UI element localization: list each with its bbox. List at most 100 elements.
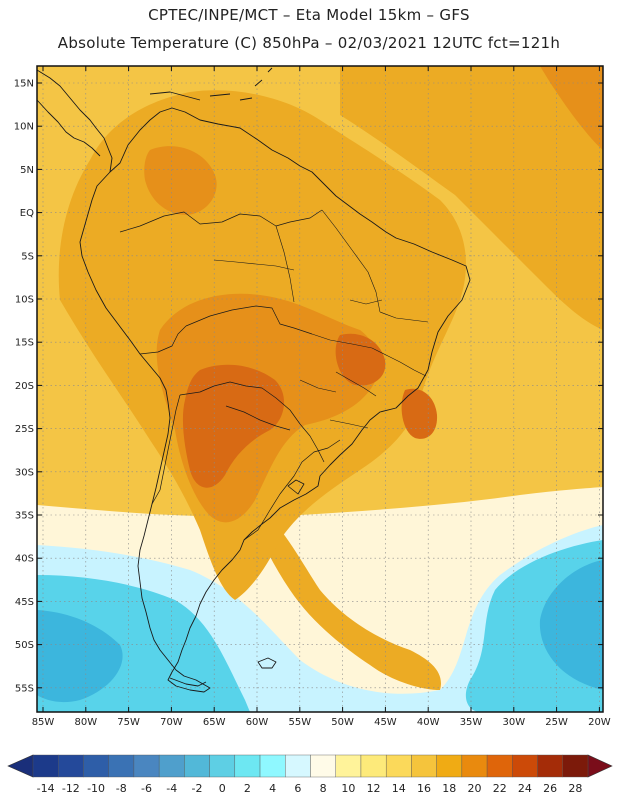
colorbar-swatch	[133, 754, 160, 778]
map-title-line2: Absolute Temperature (C) 850hPa – 02/03/…	[57, 34, 561, 52]
colorbar-label: 10	[341, 782, 355, 795]
colorbar-swatch	[32, 754, 59, 778]
lon-label: 70W	[160, 717, 183, 728]
orange-northeast-sea	[540, 66, 603, 150]
map-frame	[36, 65, 604, 713]
colorbar-swatch	[512, 754, 538, 778]
lat-label: 45S	[15, 597, 34, 608]
warm-atlantic-north	[340, 66, 603, 330]
colorbar-swatch	[209, 754, 236, 778]
colorbar-swatch	[411, 754, 437, 778]
lon-label: 85W	[32, 717, 55, 728]
colorbar-label: 4	[269, 782, 276, 795]
lon-label: 60W	[246, 717, 269, 728]
lat-label: 25S	[15, 424, 34, 435]
orange-northwest	[144, 146, 217, 215]
lon-label: 55W	[288, 717, 311, 728]
lon-label: 75W	[117, 717, 140, 728]
colorbar-label: -8	[116, 782, 127, 795]
lat-label: 20S	[15, 381, 34, 392]
lat-label: 55S	[15, 683, 34, 694]
cold-core-west	[37, 610, 123, 703]
colorbar-label: -12	[62, 782, 80, 795]
colorbar-swatch	[83, 754, 109, 778]
colorbar-label: 6	[294, 782, 301, 795]
colorbar-label: -10	[87, 782, 105, 795]
border-states	[213, 209, 429, 429]
colorbar-label: 12	[367, 782, 381, 795]
central-america-coast	[36, 69, 113, 173]
colorbar-swatch	[486, 754, 513, 778]
lon-label: 50W	[331, 717, 354, 728]
colorbar-swatch	[285, 754, 311, 778]
colorbar-label: -6	[141, 782, 152, 795]
colorbar: -14 -12 -10 -8 -6 -4 -2 0 2 4 6 8 10 12 14 16 18 20 22 24 26…	[7, 754, 613, 795]
tierra-del-fuego	[169, 677, 207, 687]
lat-label: EQ	[20, 208, 34, 219]
colorbar-label: -4	[166, 782, 177, 795]
falklands	[257, 657, 277, 669]
colorbar-swatch	[310, 754, 336, 778]
colorbar-swatch	[58, 754, 84, 778]
lon-label: 80W	[74, 717, 97, 728]
lat-label: 30S	[15, 467, 34, 478]
lat-label: 5N	[20, 165, 34, 176]
lat-label: 5S	[21, 251, 34, 262]
colorbar-label: -14	[37, 782, 55, 795]
colorbar-swatch	[108, 754, 135, 778]
lat-label: 40S	[15, 554, 34, 565]
latitude-axis: 15N 10N 5N EQ 5S 10S 15S 20S 25S 30S 35S 40S 45S 50S 5…	[14, 79, 603, 694]
colorbar-label: 20	[467, 782, 481, 795]
colorbar-label: 0	[219, 782, 226, 795]
colorbar-label: 2	[244, 782, 251, 795]
lon-label: 20W	[588, 717, 611, 728]
colorbar-swatch	[436, 754, 463, 778]
colorbar-label: 8	[320, 782, 327, 795]
border-andes	[139, 325, 187, 505]
lon-label: 30W	[502, 717, 525, 728]
colorbar-swatch	[259, 754, 286, 778]
lon-label: 65W	[203, 717, 226, 728]
lon-label: 45W	[374, 717, 397, 728]
colorbar-label: 28	[568, 782, 582, 795]
colorbar-label: 14	[392, 782, 406, 795]
colorbar-swatch	[184, 754, 210, 778]
map-title-line1: CPTEC/INPE/MCT – Eta Model 15km – GFS	[148, 6, 470, 24]
colorbar-swatch	[335, 754, 362, 778]
colorbar-high-arrow	[587, 754, 613, 778]
hot-core-chaco	[182, 364, 285, 488]
colorbar-label: 26	[543, 782, 557, 795]
colorbar-swatch	[360, 754, 387, 778]
lagoa-patos	[287, 479, 305, 495]
lat-label: 10S	[15, 295, 34, 306]
border-brazil	[119, 209, 341, 541]
colorbar-swatch	[562, 754, 589, 778]
lat-label: 35S	[15, 511, 34, 522]
colorbar-swatch	[461, 754, 488, 778]
lat-label: 10N	[14, 122, 34, 133]
hot-core-brazil	[335, 333, 386, 386]
colorbar-label: 24	[518, 782, 532, 795]
colorbar-swatch	[158, 754, 185, 778]
colorbar-label: 22	[493, 782, 507, 795]
lon-label: 35W	[460, 717, 483, 728]
lat-label: 15N	[14, 79, 34, 90]
south-america-coast	[79, 107, 471, 693]
longitude-axis: 85W 80W 75W 70W 65W 60W 55W 50W 45W 40W 35W 30W 25W 2…	[32, 66, 611, 728]
colorbar-label: 18	[442, 782, 456, 795]
caribbean-islands	[149, 67, 273, 101]
colorbar-label: -2	[191, 782, 202, 795]
border-argentina	[179, 381, 325, 463]
cold-core-east	[539, 560, 603, 690]
colorbar-low-arrow	[7, 754, 34, 778]
cold-bottom-strip	[250, 704, 380, 712]
colorbar-label: 16	[417, 782, 431, 795]
lon-label: 40W	[417, 717, 440, 728]
lon-label: 25W	[545, 717, 568, 728]
lat-label: 50S	[15, 640, 34, 651]
colorbar-swatch	[234, 754, 261, 778]
temperature-field	[37, 66, 603, 712]
lat-label: 15S	[15, 338, 34, 349]
colorbar-swatch	[385, 754, 412, 778]
